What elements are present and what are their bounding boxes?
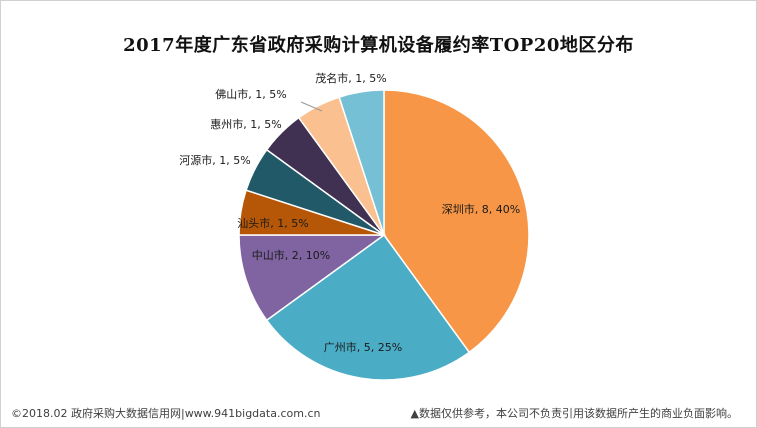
slice-label-1: 深圳市, 8, 40% xyxy=(442,202,520,216)
slice-label-8: 茂名市, 1, 5% xyxy=(315,71,386,85)
pie-slice-2 xyxy=(265,233,471,381)
leader-line xyxy=(300,101,323,112)
pie-slice-8 xyxy=(338,89,385,236)
chart-title: 2017年度广东省政府采购计算机设备履约率TOP20地区分布 xyxy=(123,35,634,56)
slice-label-4: 汕头市, 1, 5% xyxy=(237,216,308,230)
slice-label-6: 惠州市, 1, 5% xyxy=(210,117,281,131)
slice-label-3: 中山市, 2, 10% xyxy=(252,248,330,262)
slice-label-7: 佛山市, 1, 5% xyxy=(215,87,286,101)
footer-source: ©2018.02 政府采购大数据信用网|www.941bigdata.com.c… xyxy=(11,407,321,420)
slice-label-5: 河源市, 1, 5% xyxy=(179,153,250,167)
footer-disclaimer: ▲数据仅供参考，本公司不负责引用该数据所产生的商业负面影响。 xyxy=(410,407,738,420)
pie-slice-3 xyxy=(238,234,387,322)
pie-slice-1 xyxy=(383,89,530,354)
slice-label-2: 广州市, 5, 25% xyxy=(324,340,402,354)
